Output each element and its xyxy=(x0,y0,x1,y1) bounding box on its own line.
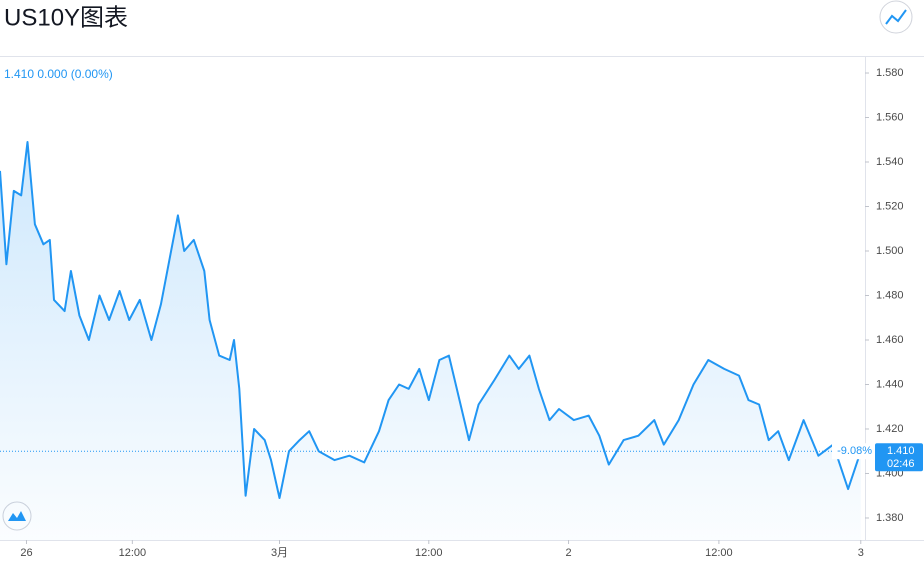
x-tick-label: 2 xyxy=(565,547,571,559)
chart-title: US10Y图表 xyxy=(4,4,128,31)
change-label: -9.08% xyxy=(837,445,872,457)
price-tag xyxy=(875,443,923,472)
x-tick-label: 12:00 xyxy=(705,547,733,559)
price-line xyxy=(0,141,862,499)
icon-circle[interactable] xyxy=(879,0,913,34)
y-tick-label: 1.440 xyxy=(876,378,904,390)
change-tag xyxy=(832,443,876,460)
x-tick-label: 26 xyxy=(20,547,32,559)
y-tick-label: 1.580 xyxy=(876,67,904,79)
y-tick-label: 1.500 xyxy=(876,245,904,257)
legend-text: 1.410 0.000 (0.00%) xyxy=(4,67,113,81)
price-tag-label: 1.410 xyxy=(887,445,915,457)
x-tick-label: 3月 xyxy=(271,547,288,559)
chart-icon-button[interactable] xyxy=(879,0,913,34)
y-tick-label: 1.380 xyxy=(876,512,904,524)
x-tick-label: 3 xyxy=(858,547,864,559)
x-tick-label: 12:00 xyxy=(119,547,147,559)
countdown-label: 02:46 xyxy=(887,458,915,470)
y-tick-label: 1.460 xyxy=(876,334,904,346)
icon-glyph[interactable] xyxy=(885,9,907,25)
y-tick-label: 1.540 xyxy=(876,156,904,168)
area-fill xyxy=(0,142,861,540)
y-tick-label: 1.520 xyxy=(876,200,904,212)
x-tick-label: 12:00 xyxy=(415,547,443,559)
y-tick-label: 1.480 xyxy=(876,289,904,301)
y-tick-label: 1.560 xyxy=(876,111,904,123)
y-tick-label: 1.420 xyxy=(876,423,904,435)
